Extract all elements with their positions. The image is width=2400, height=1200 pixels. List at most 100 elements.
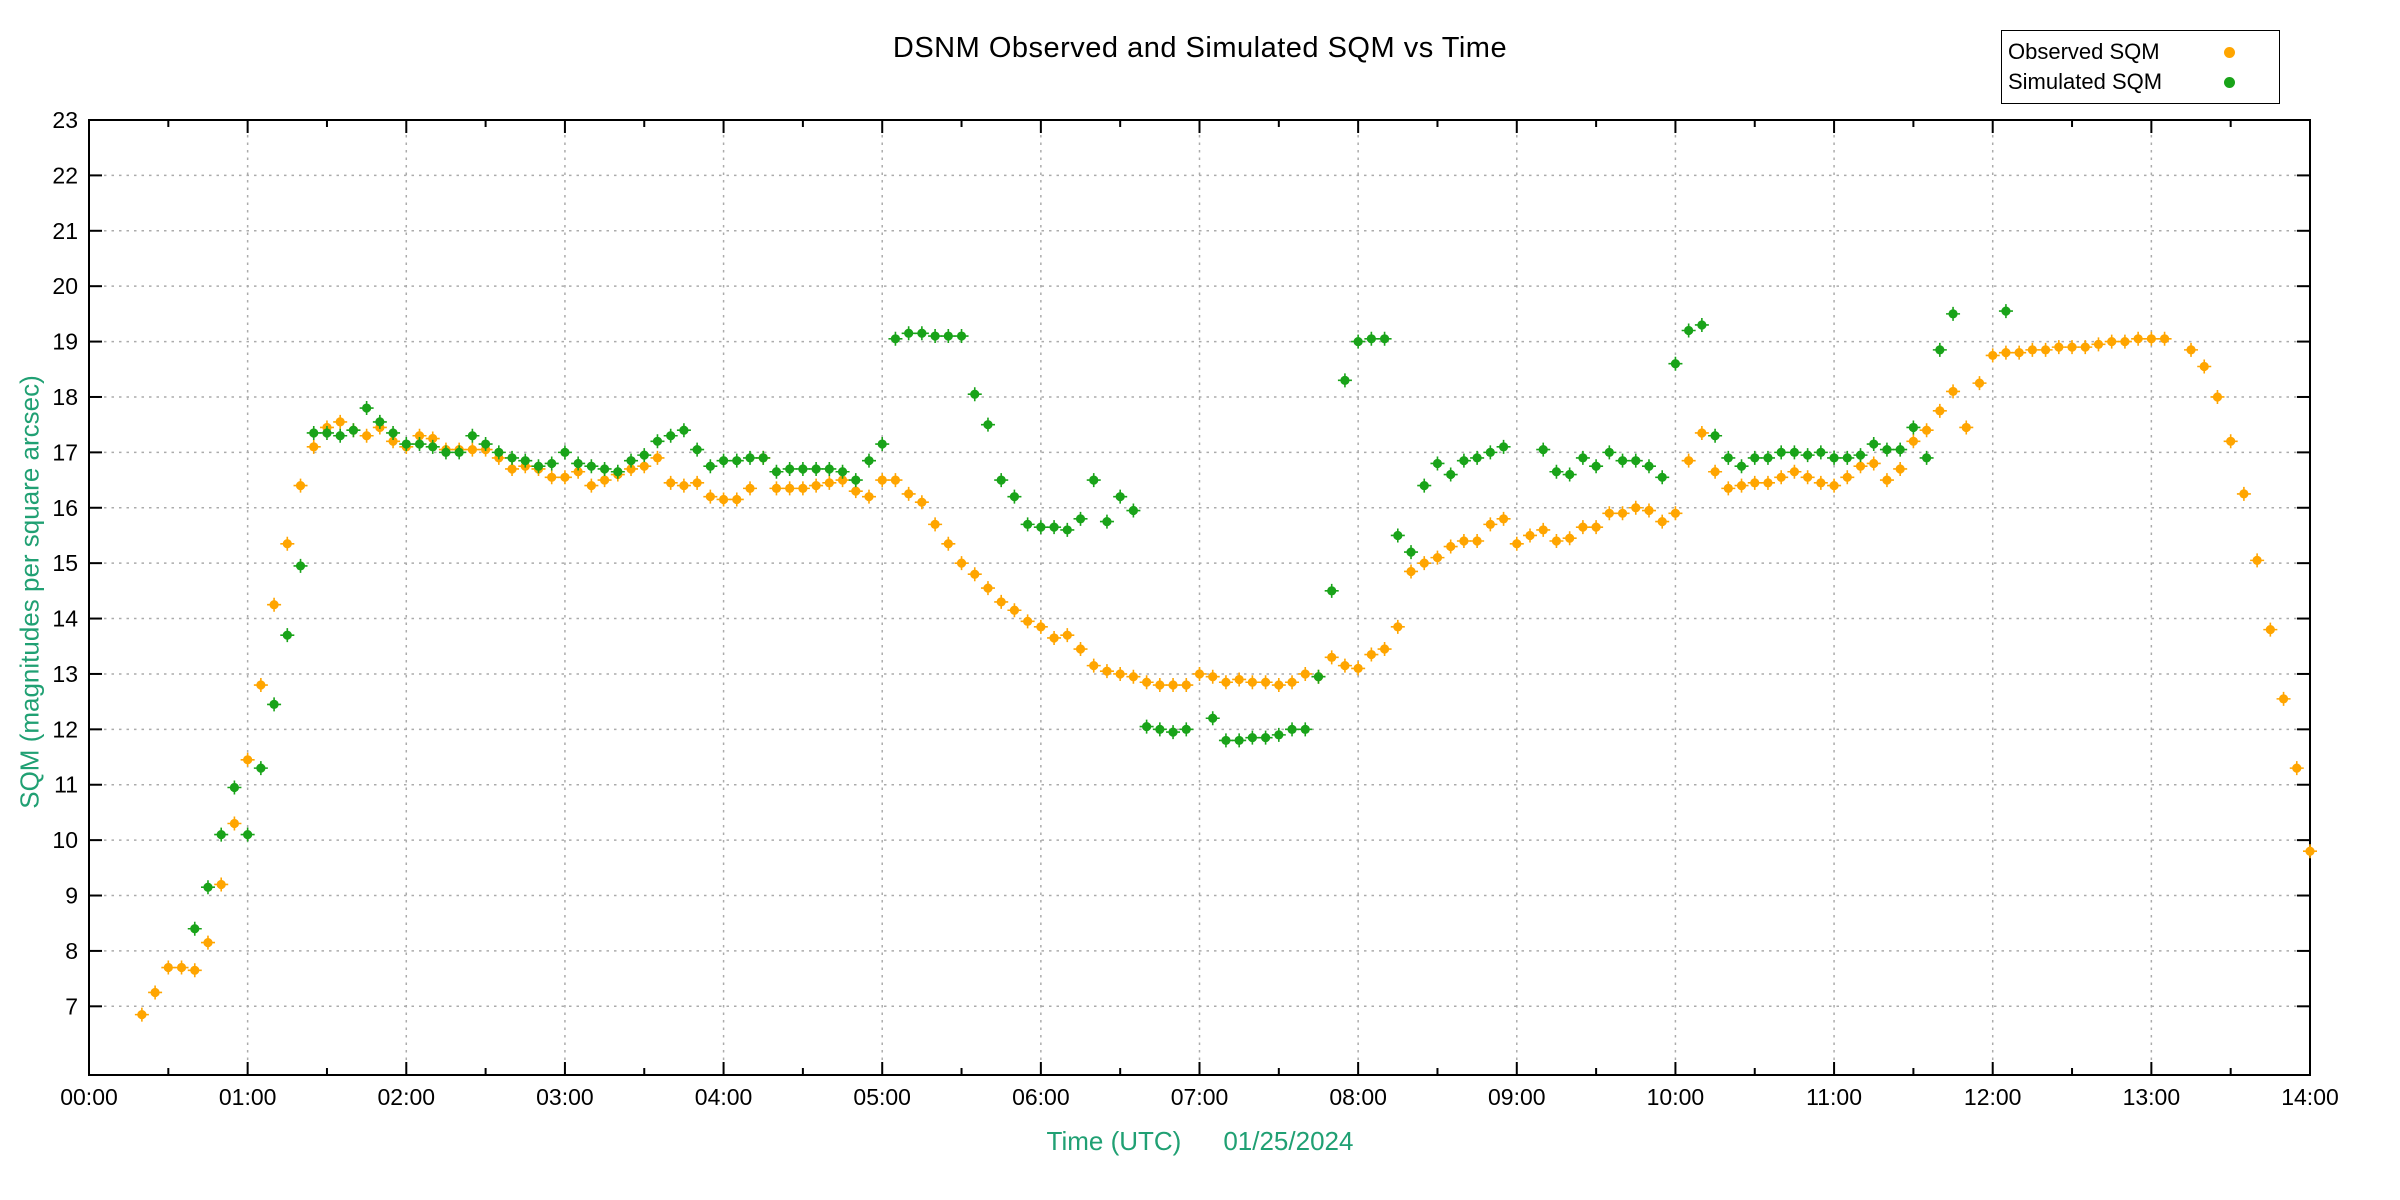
data-point-observed [1842, 472, 1852, 482]
data-point-simulated [1723, 453, 1733, 463]
data-point-observed [163, 962, 173, 973]
data-point-simulated [1459, 456, 1469, 466]
data-point-observed [176, 962, 187, 973]
data-point-observed [190, 965, 200, 975]
data-point-observed [1115, 669, 1125, 679]
data-point-observed [1697, 428, 1707, 438]
data-point-observed [428, 433, 438, 444]
data-point-observed [137, 1010, 147, 1020]
data-point-simulated [494, 447, 504, 457]
data-point-observed [586, 481, 596, 491]
data-point-simulated [1168, 727, 1178, 737]
data-point-observed [599, 475, 610, 485]
legend-label-observed: Observed SQM [2008, 39, 2160, 64]
data-point-observed [811, 481, 821, 491]
data-point-observed [983, 583, 993, 593]
data-point-observed [1750, 478, 1760, 488]
data-point-observed [1485, 519, 1495, 529]
legend-item-simulated: Simulated SQM [2002, 68, 2279, 96]
chart-title: DSNM Observed and Simulated SQM vs Time [892, 32, 1508, 64]
data-point-simulated [1075, 514, 1086, 524]
data-point-simulated [1313, 672, 1324, 682]
data-point-simulated [375, 417, 385, 427]
data-point-observed [1075, 644, 1086, 654]
data-point-observed [2014, 348, 2024, 358]
data-point-observed [1551, 536, 1562, 546]
data-point-observed [216, 879, 226, 890]
x-tick-label: 11:00 [1806, 1084, 1862, 1110]
data-point-observed [824, 478, 834, 488]
data-point-observed [785, 483, 795, 493]
data-point-simulated [229, 782, 240, 793]
data-point-simulated [1935, 345, 1945, 355]
data-point-simulated [890, 334, 901, 344]
data-point-simulated [1009, 492, 1020, 502]
data-point-observed [1816, 478, 1826, 488]
data-point-simulated [1062, 525, 1072, 535]
data-point-observed [943, 539, 953, 549]
data-point-observed [1803, 472, 1813, 482]
data-point-observed [1538, 525, 1548, 535]
data-point-observed [1855, 461, 1866, 471]
data-point-observed [547, 472, 557, 482]
y-tick-label: 21 [52, 218, 78, 244]
data-point-simulated [1234, 735, 1244, 746]
data-point-observed [2199, 361, 2209, 372]
data-point-simulated [877, 439, 887, 449]
data-point-observed [1789, 467, 1800, 477]
data-point-observed [1723, 483, 1733, 493]
data-point-observed [1710, 467, 1720, 477]
data-point-observed [1617, 508, 1628, 518]
data-point-simulated [1089, 475, 1099, 485]
data-point-simulated [401, 439, 411, 449]
data-point-simulated [837, 467, 848, 477]
data-point-observed [1512, 539, 1522, 549]
data-point-simulated [811, 464, 821, 474]
data-point-simulated [983, 420, 993, 430]
x-tick-label: 13:00 [2123, 1084, 2181, 1110]
data-point-simulated [467, 431, 477, 441]
data-point-observed [1657, 517, 1667, 527]
data-point-simulated [1142, 721, 1152, 732]
data-point-observed [1895, 464, 1905, 474]
data-point-simulated [295, 561, 306, 571]
x-tick-label: 04:00 [695, 1084, 753, 1110]
data-point-observed [1869, 458, 1879, 469]
data-point-simulated [388, 428, 398, 438]
data-point-simulated [1710, 431, 1720, 441]
data-point-simulated [190, 924, 200, 934]
data-point-observed [1908, 436, 1918, 446]
y-tick-label: 19 [52, 329, 78, 355]
data-point-simulated [1340, 375, 1350, 385]
data-point-simulated [322, 428, 332, 438]
x-tick-label: 14:00 [2281, 1084, 2339, 1110]
data-point-simulated [758, 453, 768, 463]
data-point-simulated [1869, 439, 1879, 449]
y-tick-label: 20 [52, 273, 78, 299]
data-point-observed [2212, 392, 2223, 402]
data-point-observed [2265, 625, 2275, 635]
y-tick-label: 15 [52, 550, 78, 576]
data-point-observed [718, 494, 729, 505]
data-point-observed [1009, 605, 1020, 615]
data-point-observed [1247, 677, 1257, 687]
data-point-simulated [441, 447, 451, 457]
data-point-observed [1961, 422, 1971, 433]
y-tick-label: 22 [52, 162, 78, 188]
x-tick-label: 08:00 [1329, 1084, 1387, 1110]
data-point-observed [1300, 669, 1310, 679]
data-point-observed [150, 987, 160, 998]
data-point-simulated [203, 882, 213, 892]
data-point-simulated [1644, 461, 1654, 471]
data-point-observed [1948, 386, 1958, 397]
data-point-simulated [335, 431, 345, 441]
data-point-observed [1168, 680, 1178, 690]
data-point-observed [732, 494, 742, 505]
data-point-observed [626, 464, 636, 474]
data-point-observed [388, 436, 398, 446]
x-tick-label: 00:00 [60, 1084, 118, 1110]
legend-marker-observed-icon [2224, 46, 2235, 58]
data-point-simulated [851, 475, 861, 485]
data-point-simulated [1485, 447, 1495, 457]
data-point-observed [2252, 555, 2262, 565]
